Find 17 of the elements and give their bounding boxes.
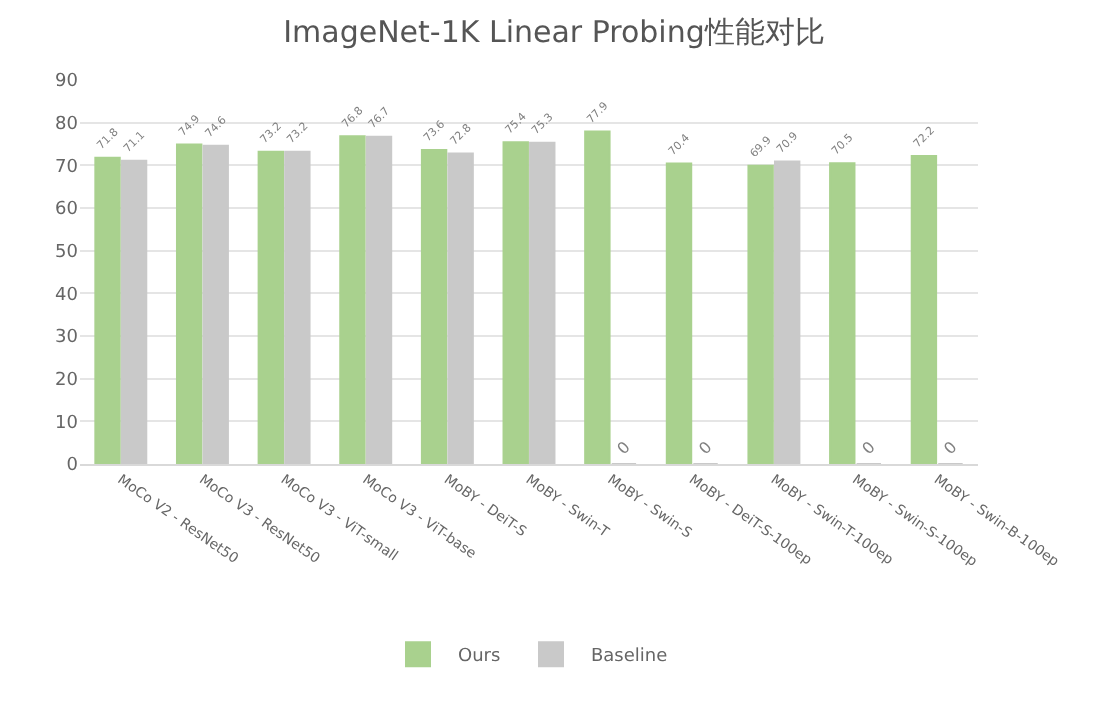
data-label: 0 [858,438,879,458]
y-tick-label: 10 [55,413,79,434]
y-tick-label: 40 [55,285,79,306]
legend-label: Baseline [590,647,669,668]
y-tick-label: 30 [55,328,79,349]
y-tick-label: 90 [55,72,79,93]
y-tick-label: 80 [55,114,79,135]
y-tick-label: 0 [66,456,79,477]
y-tick-label: 60 [55,200,79,221]
data-label: 0 [613,438,634,458]
data-label: 0 [940,438,961,458]
legend-label: Ours [458,647,501,668]
chart-title: ImageNet-1K Linear Probing性能对比 [283,14,825,51]
data-label: 0 [695,438,716,458]
y-tick-label: 50 [55,242,79,263]
y-tick-label: 70 [55,157,79,178]
y-tick-label: 20 [55,370,79,391]
